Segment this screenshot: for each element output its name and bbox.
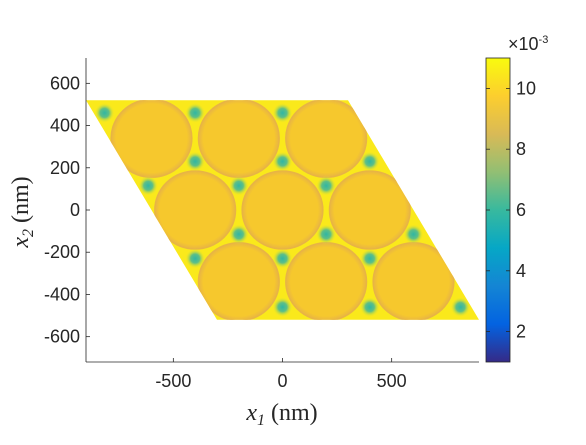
x-tick-label: 0 bbox=[277, 371, 287, 391]
x-axis-label: x1 (nm) bbox=[245, 400, 317, 429]
field-hotspot bbox=[359, 151, 380, 172]
colorbar-tick-label: 10 bbox=[516, 78, 536, 98]
field-hotspot bbox=[359, 248, 380, 269]
field-hotspot bbox=[316, 224, 337, 245]
lattice-circle bbox=[197, 100, 280, 178]
x-tick-label: -500 bbox=[155, 371, 191, 391]
field-hotspot bbox=[185, 248, 206, 269]
y-tick-label: -400 bbox=[44, 284, 80, 304]
colorbar-exponent: ×10-3 bbox=[508, 34, 548, 54]
lattice-circle bbox=[110, 100, 193, 178]
axis-ticks: -500 0 500 600 400 200 0 -200 -400 -600 bbox=[44, 73, 407, 391]
field-hotspot bbox=[185, 102, 206, 123]
field-hotspot bbox=[272, 297, 293, 318]
field-hotspot bbox=[228, 175, 249, 196]
y-tick-label: 600 bbox=[50, 73, 80, 93]
lattice-circle bbox=[241, 170, 324, 250]
field-hotspot bbox=[272, 151, 293, 172]
colorbar-tick-label: 4 bbox=[516, 261, 526, 281]
colorbar-tick-label: 8 bbox=[516, 139, 526, 159]
colorbar: 2 4 6 8 10 ×10-3 bbox=[485, 34, 548, 363]
lattice-circle bbox=[372, 242, 455, 320]
plot-area bbox=[86, 100, 479, 320]
field-hotspot bbox=[403, 224, 424, 245]
field-hotspot bbox=[316, 175, 337, 196]
x-tick-label: 500 bbox=[377, 371, 407, 391]
colorbar-ticks: 2 4 6 8 10 bbox=[486, 78, 536, 342]
field-hotspot bbox=[138, 175, 159, 196]
y-tick-label: -600 bbox=[44, 327, 80, 347]
field-hotspot bbox=[272, 102, 293, 123]
y-tick-label: 200 bbox=[50, 158, 80, 178]
field-hotspot bbox=[185, 151, 206, 172]
colorbar-tick-label: 6 bbox=[516, 200, 526, 220]
lattice-circle bbox=[197, 242, 280, 320]
y-tick-label: -200 bbox=[44, 242, 80, 262]
colorbar-tick-label: 2 bbox=[516, 322, 526, 342]
y-tick-label: 400 bbox=[50, 116, 80, 136]
field-hotspot bbox=[94, 102, 115, 123]
y-tick-label: 0 bbox=[70, 200, 80, 220]
field-hotspot bbox=[272, 248, 293, 269]
lattice-circle bbox=[285, 242, 368, 320]
lattice-circle bbox=[154, 170, 237, 250]
lattice-circle bbox=[285, 100, 368, 178]
lattice-circle bbox=[328, 170, 411, 250]
field-hotspot bbox=[228, 224, 249, 245]
field-hotspot bbox=[450, 297, 471, 318]
y-axis-label: x2(nm) bbox=[8, 176, 37, 248]
field-hotspot bbox=[359, 297, 380, 318]
